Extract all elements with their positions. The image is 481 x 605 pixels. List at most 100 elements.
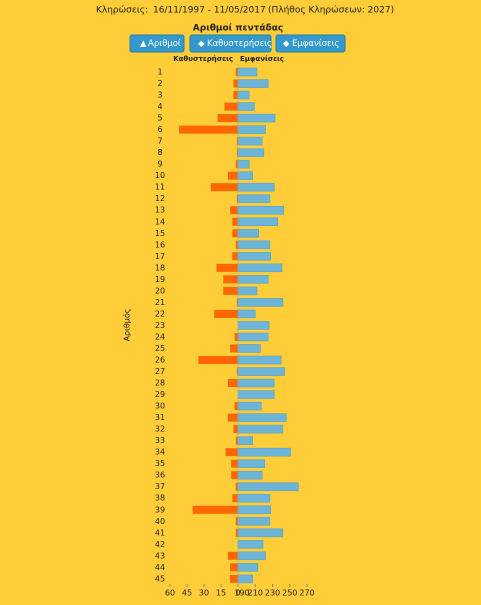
bar <box>235 68 238 76</box>
bar <box>237 309 256 319</box>
bar <box>236 194 238 203</box>
bar <box>237 470 263 480</box>
category-label: 13 <box>155 206 165 215</box>
category-label: 26 <box>155 356 165 365</box>
svg-text:◆: ◆ <box>198 39 205 49</box>
x-tick-label: 15 <box>216 589 226 598</box>
button-label[interactable]: Εμφανίσεις <box>292 39 339 49</box>
header-period: 16/11/1997 - 11/05/2017 <box>153 6 266 16</box>
category-label: 33 <box>155 436 165 445</box>
bar <box>237 528 284 538</box>
bar <box>237 113 276 123</box>
bar <box>192 505 238 514</box>
bar <box>237 344 261 353</box>
bar <box>223 275 238 284</box>
bar <box>198 356 238 364</box>
left-header: Καθυστερήσεις <box>173 55 233 63</box>
bar <box>237 413 287 422</box>
bar <box>230 206 238 215</box>
bar <box>237 355 282 365</box>
bar <box>233 79 238 88</box>
category-label: 30 <box>155 402 165 411</box>
category-label: 7 <box>157 137 162 146</box>
bar <box>237 367 285 376</box>
bar <box>237 551 266 561</box>
bar <box>225 448 238 457</box>
button[interactable]: ◆ Εμφανίσεις <box>275 34 346 53</box>
bar <box>235 482 238 491</box>
bar <box>237 182 275 192</box>
bar <box>237 263 283 273</box>
button-label[interactable]: Καθυστερήσεις <box>207 39 272 49</box>
chart-title: Αριθμοί πεντάδας <box>193 23 283 34</box>
category-label: 31 <box>155 413 165 422</box>
x-tick-label: 270 <box>299 589 314 598</box>
button[interactable]: ▲ Αριθμοί <box>129 34 185 53</box>
category-label: 24 <box>155 332 165 341</box>
bar <box>237 79 269 88</box>
bar <box>232 494 238 503</box>
category-label: 19 <box>155 275 165 284</box>
category-label: 23 <box>155 321 165 330</box>
bar <box>237 275 269 284</box>
bar <box>237 540 264 549</box>
bar <box>237 217 278 227</box>
bar <box>230 344 238 353</box>
bar <box>235 528 238 537</box>
bar <box>236 137 238 146</box>
button-label[interactable]: Αριθμοί <box>148 39 181 49</box>
category-label: 29 <box>155 390 165 399</box>
bar <box>237 286 258 296</box>
bar <box>237 436 253 445</box>
bar <box>233 425 238 434</box>
category-label: 18 <box>155 263 165 272</box>
category-label: 11 <box>155 183 165 192</box>
bar <box>237 229 259 238</box>
category-label: 43 <box>155 551 165 560</box>
bar <box>237 252 272 261</box>
category-label: 32 <box>155 425 165 434</box>
bar <box>237 240 271 250</box>
x-tick-label: 45 <box>182 589 192 598</box>
x-tick-label: 210 <box>248 589 263 598</box>
category-label: 44 <box>155 563 165 572</box>
bar <box>237 205 284 215</box>
bar <box>216 263 238 272</box>
bar <box>237 148 265 157</box>
bar <box>235 436 238 445</box>
right-header: Εμφανίσεις <box>240 55 284 63</box>
bar <box>237 390 275 399</box>
bar <box>217 114 238 123</box>
bar <box>234 332 238 341</box>
category-label: 37 <box>155 482 165 491</box>
bar <box>237 493 271 503</box>
category-label: 28 <box>155 379 165 388</box>
category-label: 6 <box>157 125 162 134</box>
bar <box>230 563 238 572</box>
bar <box>235 160 238 169</box>
bar <box>223 286 238 295</box>
bar <box>237 517 271 526</box>
bar <box>237 194 271 203</box>
bar <box>237 171 253 180</box>
bar <box>231 471 238 480</box>
x-tick-label: 250 <box>282 589 297 598</box>
bar <box>235 517 238 526</box>
bar <box>224 102 238 111</box>
button[interactable]: ◆ Καθυστερήσεις <box>189 34 272 53</box>
bar <box>237 378 275 388</box>
category-label: 20 <box>155 286 165 295</box>
bar <box>236 298 238 307</box>
x-tick-label: 60 <box>165 589 175 598</box>
bar <box>227 379 238 388</box>
category-label: 12 <box>155 194 165 203</box>
bar <box>232 217 238 226</box>
bar <box>237 102 255 111</box>
bar <box>227 413 238 422</box>
category-label: 27 <box>155 367 165 376</box>
category-label: 8 <box>157 148 162 157</box>
category-label: 3 <box>157 91 162 100</box>
bar <box>237 574 253 584</box>
category-label: 42 <box>155 540 165 549</box>
